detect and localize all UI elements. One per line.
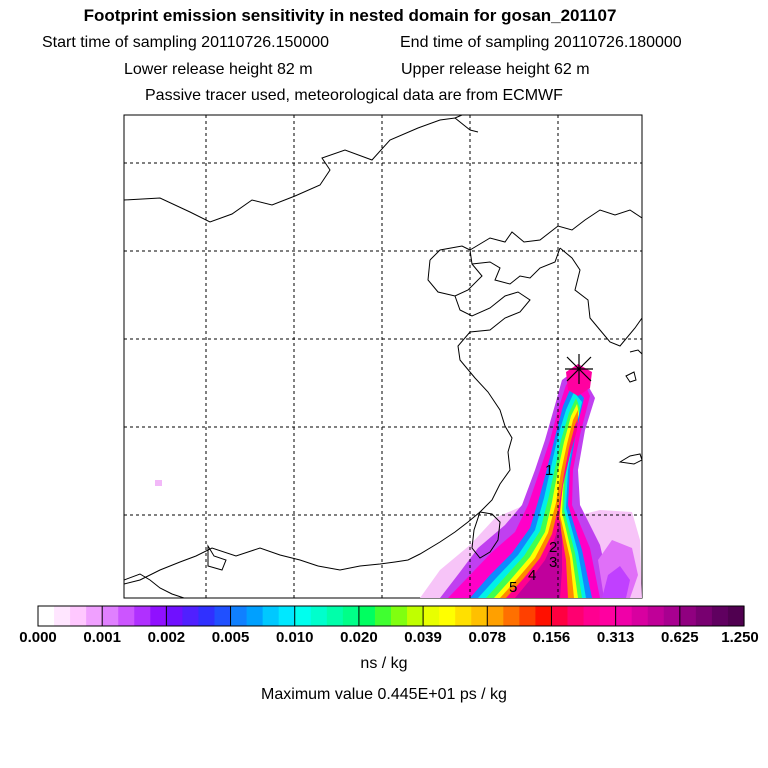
colorbar-tick-label: 0.078 [468, 629, 507, 646]
colorbar-tick-label: 0.156 [532, 629, 571, 646]
colorbar-swatch [423, 606, 440, 626]
colorbar-swatch [631, 606, 649, 626]
colorbar-swatch [134, 606, 151, 626]
colorbar-swatch [342, 606, 360, 626]
colorbar-swatch [326, 606, 344, 626]
colorbar-tick-label: 0.000 [19, 629, 57, 646]
colorbar-swatch [407, 606, 424, 626]
plume-speck [155, 480, 162, 486]
maximum-value-label: Maximum value 0.445E+01 ps / kg [261, 686, 507, 703]
colorbar-swatch [455, 606, 472, 626]
colorbar-swatch [150, 606, 167, 626]
colorbar-swatch [519, 606, 537, 626]
colorbar-swatch [198, 606, 216, 626]
colorbar-swatch [374, 606, 392, 626]
colorbar [37, 605, 745, 627]
colorbar-swatch [294, 606, 312, 626]
colorbar-swatch [711, 606, 729, 626]
colorbar-swatch [358, 606, 376, 626]
colorbar-swatch [214, 606, 232, 626]
colorbar-swatch [182, 606, 200, 626]
colorbar-tick-label: 0.001 [83, 629, 121, 646]
colorbar-swatch [471, 606, 488, 626]
map-grid [124, 115, 642, 598]
colorbar-swatch [118, 606, 135, 626]
day-marker-3: 3 [549, 554, 557, 571]
colorbar-swatch [391, 606, 408, 626]
colorbar-swatch [599, 606, 617, 626]
colorbar-swatch [70, 606, 87, 626]
colorbar-swatch [246, 606, 264, 626]
colorbar-swatch [567, 606, 585, 626]
colorbar-swatch [54, 606, 71, 626]
day-marker-4: 4 [528, 567, 536, 584]
colorbar-swatch [551, 606, 569, 626]
tracer-note: Passive tracer used, meteorological data… [145, 87, 563, 104]
colorbar-tick-label: 0.002 [147, 629, 186, 646]
lower-release-label: Lower release height 82 m [124, 61, 313, 78]
colorbar-swatch [647, 606, 665, 626]
colorbar-swatch [439, 606, 456, 626]
colorbar-swatch [102, 606, 119, 626]
plume-core-dark [515, 520, 562, 598]
colorbar-tick-label: 0.625 [661, 629, 699, 646]
colorbar-swatch [86, 606, 103, 626]
colorbar-tick-label: 0.039 [404, 629, 442, 646]
day-marker-1: 1 [545, 462, 553, 479]
colorbar-swatch [679, 606, 697, 626]
colorbar-swatch [663, 606, 681, 626]
colorbar-swatch [166, 606, 184, 626]
colorbar-tick-label: 0.005 [211, 629, 250, 646]
colorbar-swatch [278, 606, 296, 626]
colorbar-tick-label: 0.313 [596, 629, 635, 646]
day-marker-2: 2 [549, 539, 557, 556]
colorbar-tick-label: 0.010 [275, 629, 314, 646]
day-marker-5: 5 [509, 579, 517, 596]
colorbar-swatch [503, 606, 520, 626]
colorbar-swatch [487, 606, 504, 626]
end-time-label: End time of sampling 20110726.180000 [400, 34, 682, 51]
receptor-star-icon [565, 354, 593, 384]
upper-release-label: Upper release height 62 m [401, 61, 590, 78]
colorbar-swatch [38, 606, 55, 626]
colorbar-swatch [230, 606, 248, 626]
colorbar-swatch [262, 606, 280, 626]
colorbar-swatch [727, 606, 745, 626]
figure-title: Footprint emission sensitivity in nested… [83, 6, 617, 25]
colorbar-swatch [583, 606, 601, 626]
colorbar-tick-label: 1.250 [721, 629, 759, 646]
colorbar-swatch [310, 606, 328, 626]
colorbar-swatch [535, 606, 553, 626]
colorbar-tick-label: 0.020 [340, 629, 378, 646]
colorbar-unit: ns / kg [360, 655, 408, 672]
start-time-label: Start time of sampling 20110726.150000 [42, 34, 330, 51]
plume-east-blob-core [602, 566, 630, 598]
colorbar-swatch [615, 606, 633, 626]
coastlines [124, 115, 642, 598]
colorbar-swatch [695, 606, 713, 626]
